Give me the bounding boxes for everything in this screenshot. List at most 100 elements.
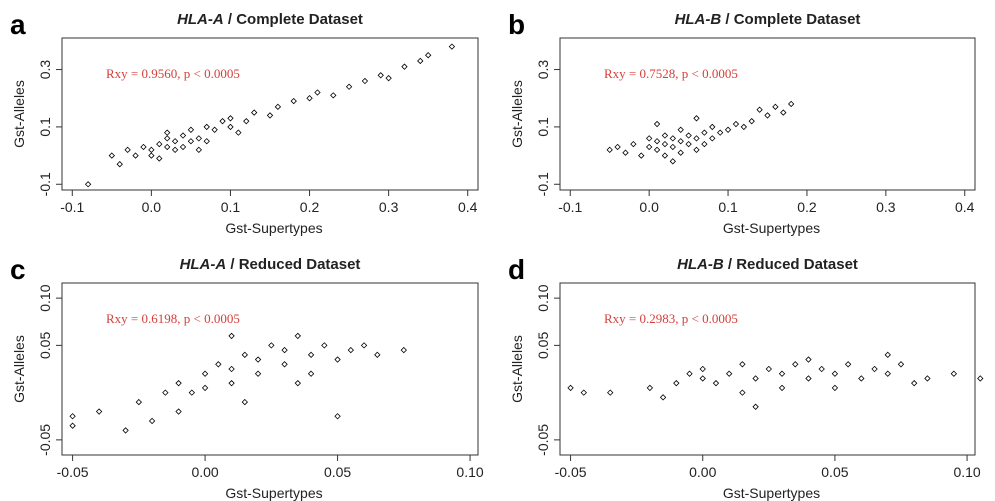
point	[661, 132, 669, 139]
x-tick-label: -0.05	[555, 464, 587, 480]
point	[227, 123, 234, 131]
panel: d HLA-B / Reduced Dataset Gst-Supertypes Gs…	[508, 254, 984, 501]
y-axis-label: Gst-Alleles	[11, 80, 27, 148]
point	[290, 97, 297, 105]
point	[924, 375, 931, 382]
title-text: / Reduced Dataset	[230, 256, 360, 273]
plot-frame	[61, 37, 479, 191]
y-tick-label: 0.1	[535, 117, 551, 137]
point	[709, 123, 716, 131]
plot-frame	[559, 282, 976, 456]
title-gene: HLA-B	[675, 11, 722, 28]
point	[772, 103, 779, 110]
point	[281, 346, 288, 354]
point	[334, 356, 341, 363]
y-tick-label: -0.1	[535, 172, 551, 196]
point	[778, 384, 786, 392]
point	[788, 100, 795, 108]
point	[385, 74, 392, 82]
y-tick-label: -0.1	[37, 172, 53, 196]
x-tick-label: -0.05	[57, 464, 89, 480]
point	[844, 361, 852, 368]
x-tick-label: -0.1	[60, 199, 84, 215]
point	[211, 126, 218, 133]
panel-label: c	[10, 254, 26, 285]
point	[251, 109, 258, 116]
point	[659, 394, 667, 401]
point	[377, 72, 384, 79]
title-text: / Complete Dataset	[725, 11, 860, 28]
point	[148, 417, 156, 425]
point	[294, 332, 301, 340]
point	[606, 146, 613, 154]
point	[219, 118, 226, 125]
point	[977, 375, 984, 382]
point	[148, 152, 155, 159]
point	[201, 370, 209, 377]
point	[215, 361, 222, 368]
point	[95, 408, 103, 415]
chart-title: HLA-B / Complete Dataset	[675, 11, 861, 28]
point	[179, 132, 187, 139]
y-tick-label: 0.1	[37, 117, 53, 137]
point	[709, 135, 716, 142]
point	[203, 138, 210, 145]
point	[622, 149, 629, 156]
title-gene: HLA-A	[180, 256, 227, 273]
point	[685, 132, 692, 139]
y-tick-label: -0.05	[535, 424, 551, 456]
x-tick-label: 0.3	[379, 199, 399, 215]
x-axis-label: Gst-Supertypes	[723, 220, 820, 236]
point	[739, 361, 746, 368]
annotation: Rxy = 0.2983, p < 0.0005	[604, 311, 738, 326]
point	[241, 398, 248, 406]
point	[792, 361, 799, 368]
point	[164, 143, 171, 151]
plot-frame	[559, 37, 976, 191]
point	[645, 135, 653, 142]
point	[307, 351, 315, 358]
point	[171, 138, 179, 145]
point	[243, 118, 250, 125]
point	[699, 365, 706, 373]
panel-label: d	[508, 254, 525, 285]
point	[805, 375, 812, 382]
y-tick-label: 0.05	[37, 332, 53, 359]
chart-title: HLA-B / Reduced Dataset	[677, 256, 858, 273]
x-tick-label: 0.00	[191, 464, 218, 480]
point	[699, 375, 706, 382]
point	[831, 370, 839, 377]
y-tick-label: 0.3	[37, 60, 53, 80]
point	[765, 365, 772, 373]
annotation: Rxy = 0.6198, p < 0.0005	[106, 311, 240, 326]
point	[607, 389, 614, 396]
point	[241, 351, 248, 358]
x-axis-label: Gst-Supertypes	[723, 485, 820, 501]
point	[108, 152, 115, 159]
chart-title: HLA-A / Reduced Dataset	[180, 256, 361, 273]
x-tick-label: 0.05	[821, 464, 848, 480]
y-tick-label: 0.3	[535, 60, 551, 80]
title-gene: HLA-B	[677, 256, 724, 273]
panel: c HLA-A / Reduced Dataset Gst-Supertypes Gs…	[10, 254, 484, 501]
point	[677, 126, 684, 133]
point	[911, 380, 918, 387]
x-tick-label: 0.4	[458, 199, 478, 215]
point	[171, 146, 179, 154]
point	[693, 115, 700, 122]
x-tick-label: 0.10	[953, 464, 980, 480]
point	[235, 129, 242, 136]
point	[448, 43, 456, 50]
title-gene: HLA-A	[177, 11, 224, 28]
point	[400, 346, 407, 354]
point	[701, 140, 708, 148]
x-tick-label: 0.00	[689, 464, 716, 480]
point	[307, 370, 315, 377]
point	[669, 158, 676, 165]
point	[712, 380, 720, 387]
point	[274, 103, 282, 110]
x-tick-label: -0.1	[558, 199, 582, 215]
point	[653, 146, 661, 154]
y-axis-label: Gst-Alleles	[509, 335, 525, 403]
